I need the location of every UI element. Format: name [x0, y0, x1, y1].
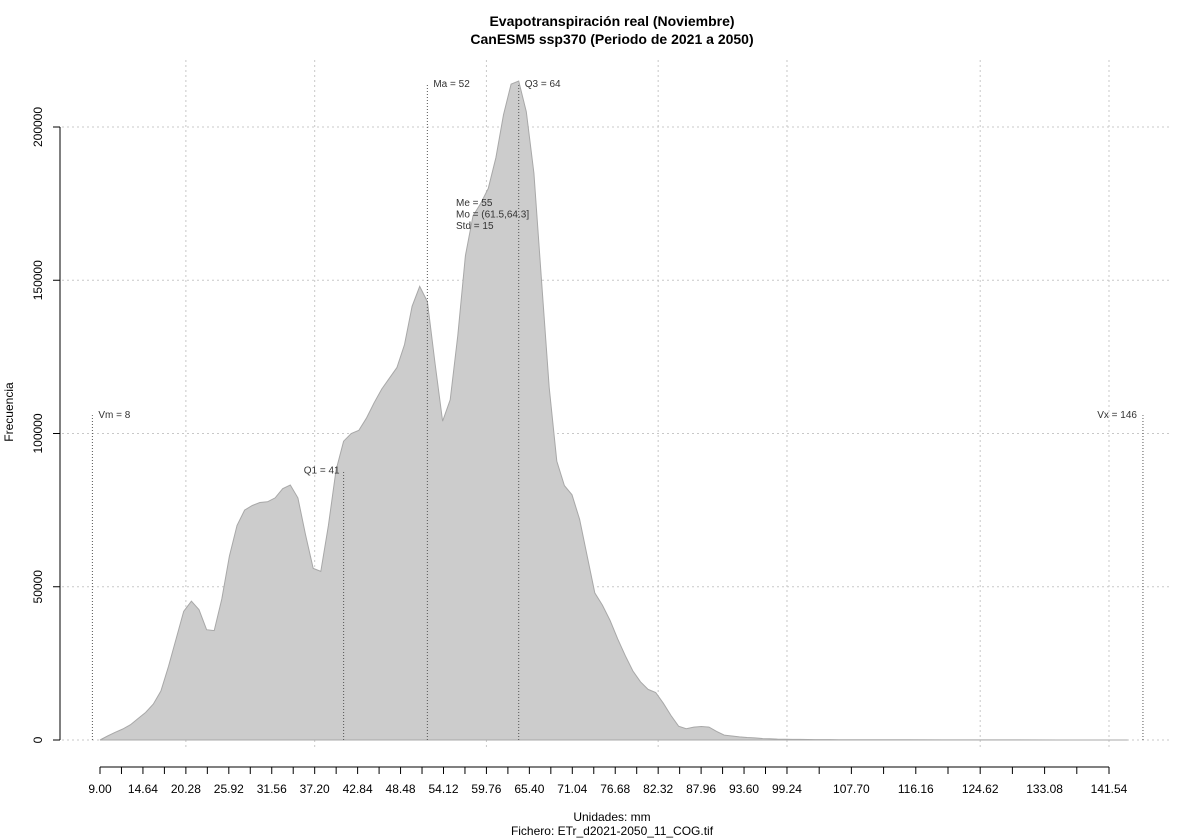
y-tick-label: 200000 — [31, 107, 45, 147]
x-tick-label: 99.24 — [772, 782, 802, 796]
y-axis-label: Frecuencia — [2, 382, 16, 442]
density-area — [99, 80, 1128, 741]
statistic-label: Std = 15 — [456, 221, 494, 232]
x-tick-label: 71.04 — [557, 782, 587, 796]
marker-label: Vx = 146 — [1097, 410, 1137, 421]
x-tick-label: 87.96 — [686, 782, 716, 796]
chart-title: Evapotranspiración real (Noviembre) — [489, 13, 734, 29]
x-tick-label: 37.20 — [300, 782, 330, 796]
marker-label: Q1 = 41 — [304, 465, 340, 476]
file-caption: Fichero: ETr_d2021-2050_11_COG.tif — [511, 824, 714, 838]
x-tick-label: 133.08 — [1026, 782, 1063, 796]
x-tick-label: 124.62 — [962, 782, 999, 796]
x-tick-label: 54.12 — [428, 782, 458, 796]
x-tick-label: 82.32 — [643, 782, 673, 796]
x-tick-label: 20.28 — [171, 782, 201, 796]
x-tick-label: 107.70 — [833, 782, 870, 796]
statistic-markers: Vm = 8 Q1 = 41 Ma = 52 Q3 = 64 Vx = 146 — [91, 79, 1144, 740]
marker-label: Q3 = 64 — [525, 79, 561, 90]
statistic-label: Me = 55 — [456, 198, 493, 209]
x-tick-label: 65.40 — [514, 782, 544, 796]
x-tick-label: 42.84 — [343, 782, 373, 796]
x-tick-label: 116.16 — [898, 782, 934, 796]
x-tick-label: 9.00 — [88, 782, 112, 796]
x-axis-label: Unidades: mm — [573, 810, 650, 824]
x-tick-label: 76.68 — [600, 782, 630, 796]
marker-label: Vm = 8 — [98, 410, 130, 421]
chart-subtitle: CanESM5 ssp370 (Periodo de 2021 a 2050) — [470, 31, 753, 47]
x-tick-label: 48.48 — [386, 782, 416, 796]
axes: 0 50000 100000 150000 200000 9.00 14.64 20.28 25… — [31, 107, 1128, 796]
x-tick-label: 59.76 — [471, 782, 501, 796]
density-area-path — [99, 80, 1128, 741]
y-tick-label: 50000 — [31, 570, 45, 604]
y-tick-label: 100000 — [31, 413, 45, 453]
y-tick-label: 150000 — [31, 260, 45, 300]
x-tick-label: 25.92 — [214, 782, 244, 796]
marker-label: Ma = 52 — [433, 79, 470, 90]
x-tick-label: 93.60 — [729, 782, 759, 796]
x-tick-label: 14.64 — [128, 782, 158, 796]
y-tick-label: 0 — [31, 736, 45, 743]
x-tick-label: 141.54 — [1091, 782, 1128, 796]
statistic-label: Mo = (61.5,64.3] — [456, 210, 529, 221]
x-tick-label: 31.56 — [257, 782, 287, 796]
